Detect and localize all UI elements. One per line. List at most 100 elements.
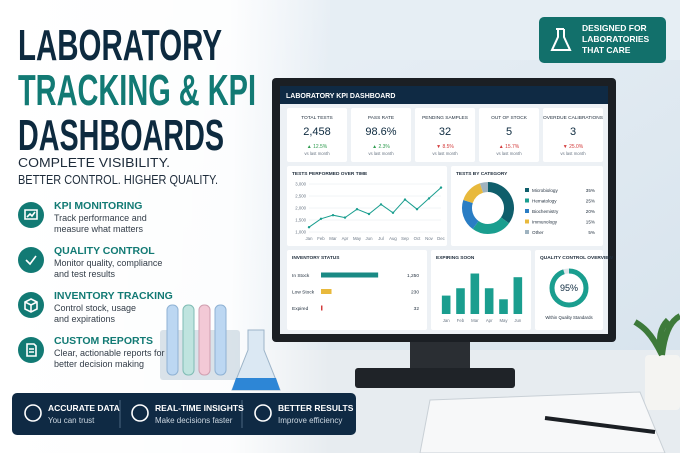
donut-segment — [472, 217, 510, 234]
bar — [470, 273, 480, 314]
feature-desc: Monitor quality, compliance — [54, 258, 162, 268]
kpi-value: 98.6% — [365, 126, 396, 138]
highlight-sub: You can trust — [48, 416, 95, 425]
feature-desc: measure what matters — [54, 224, 144, 234]
x-tick-label: Mar — [471, 318, 479, 323]
legend-value: 25% — [586, 199, 595, 204]
bar — [321, 305, 323, 311]
x-tick-label: Jan — [306, 236, 314, 241]
kpi-value: 32 — [439, 126, 451, 138]
chart-card — [287, 166, 447, 246]
chart-title: EXPIRING SOON — [436, 255, 475, 261]
kpi-note: vs last month — [368, 151, 394, 156]
highlight-title: REAL-TIME INSIGHTS — [155, 403, 244, 413]
line-point — [439, 186, 443, 189]
x-tick-label: Oct — [414, 236, 421, 241]
x-tick-label: Dec — [437, 236, 445, 241]
y-tick-label: 3,000 — [295, 182, 306, 187]
chart-card — [535, 250, 603, 330]
headline: LABORATORY — [18, 21, 222, 70]
x-tick-label: May — [353, 236, 362, 241]
feature-title: KPI MONITORING — [54, 200, 142, 212]
kpi-note: vs last month — [304, 151, 330, 156]
legend-value: 20% — [586, 209, 595, 214]
x-tick-label: Feb — [457, 318, 465, 323]
feature-desc: Clear, actionable reports for — [54, 348, 165, 358]
chart-title: QUALITY CONTROL OVERVIEW — [540, 255, 613, 261]
x-tick-label: Apr — [342, 236, 349, 241]
dashboard-title: LABORATORY KPI DASHBOARD — [286, 93, 395, 100]
y-tick-label: 1,500 — [295, 218, 306, 223]
kpi-change: ▲ 2.3% — [372, 144, 390, 150]
kpi-card — [479, 108, 539, 162]
bar — [321, 272, 379, 278]
line-point — [391, 211, 395, 214]
bar-label: Expired — [292, 306, 309, 312]
x-tick-label: May — [499, 318, 508, 323]
headline: TRACKING & KPI — [18, 66, 256, 115]
flask-icon — [550, 28, 572, 51]
highlight-sub: Improve efficiency — [278, 416, 342, 425]
badge-text: LABORATORIES — [582, 34, 650, 44]
badge-text: DESIGNED FOR — [582, 23, 647, 33]
donut-segment — [479, 182, 489, 193]
feature-desc: better decision making — [54, 359, 144, 369]
bar-value: 230 — [411, 290, 419, 296]
x-tick-label: Nov — [425, 236, 433, 241]
x-tick-label: Jan — [443, 318, 451, 323]
badge-text: THAT CARE — [582, 45, 631, 55]
line-point — [403, 198, 407, 201]
x-tick-label: Jun — [514, 318, 522, 323]
legend-swatch — [525, 198, 529, 203]
gauge-caption: Within Quality Standards — [545, 315, 592, 320]
kpi-card — [415, 108, 475, 162]
line-point — [355, 208, 359, 211]
kpi-value: 5 — [506, 126, 512, 138]
tagline: BETTER CONTROL. HIGHER QUALITY. — [18, 172, 218, 187]
legend-label: Biochemistry — [532, 209, 559, 214]
line-point — [379, 203, 383, 206]
kpi-value: 3 — [570, 126, 576, 138]
badge — [539, 17, 666, 63]
clipboard — [419, 391, 666, 453]
bar-label: Low Stock — [292, 290, 315, 296]
bar-value: 32 — [414, 306, 420, 312]
legend-swatch — [525, 209, 529, 213]
highlight-title: BETTER RESULTS — [278, 403, 354, 413]
legend-swatch — [525, 230, 529, 234]
kpi-label: TOTAL TESTS — [301, 115, 333, 121]
feature-desc: and expirations — [54, 314, 116, 324]
kpi-card — [287, 108, 347, 162]
kpi-value: 2,458 — [303, 126, 331, 138]
x-tick-label: Aug — [389, 236, 397, 241]
bar — [484, 288, 494, 314]
highlight-sub: Make decisions faster — [155, 416, 233, 425]
line-point — [319, 217, 323, 220]
bar-label: In Stock — [292, 273, 310, 279]
line-point — [343, 216, 347, 219]
kpi-card — [543, 108, 603, 162]
y-tick-label: 2,500 — [295, 194, 306, 199]
kpi-label: OUT OF STOCK — [491, 115, 528, 121]
kpi-change: ▲ 15.7% — [499, 144, 520, 150]
feature-desc: Control stock, usage — [54, 303, 136, 313]
y-tick-label: 2,000 — [295, 206, 306, 211]
bar — [499, 299, 508, 314]
feature-desc: and test results — [54, 269, 116, 279]
chart-title: TESTS BY CATEGORY — [456, 171, 508, 177]
feature-desc: Track performance and — [54, 213, 147, 223]
chart-title: TESTS PERFORMED OVER TIME — [292, 171, 368, 177]
feature-icon-glyph — [24, 209, 38, 220]
kpi-label: PASS RATE — [368, 115, 394, 121]
legend-swatch — [525, 219, 529, 224]
x-tick-label: Apr — [486, 318, 493, 323]
highlight-title: ACCURATE DATA — [48, 403, 120, 413]
legend-label: Other — [532, 230, 544, 235]
feature-title: CUSTOM REPORTS — [54, 335, 153, 347]
legend-value: 15% — [586, 220, 595, 225]
bar — [321, 289, 332, 294]
legend-swatch — [525, 188, 529, 192]
highlights-bar — [12, 393, 356, 435]
kpi-change: ▲ 12.5% — [307, 144, 328, 150]
line-point — [307, 226, 311, 229]
